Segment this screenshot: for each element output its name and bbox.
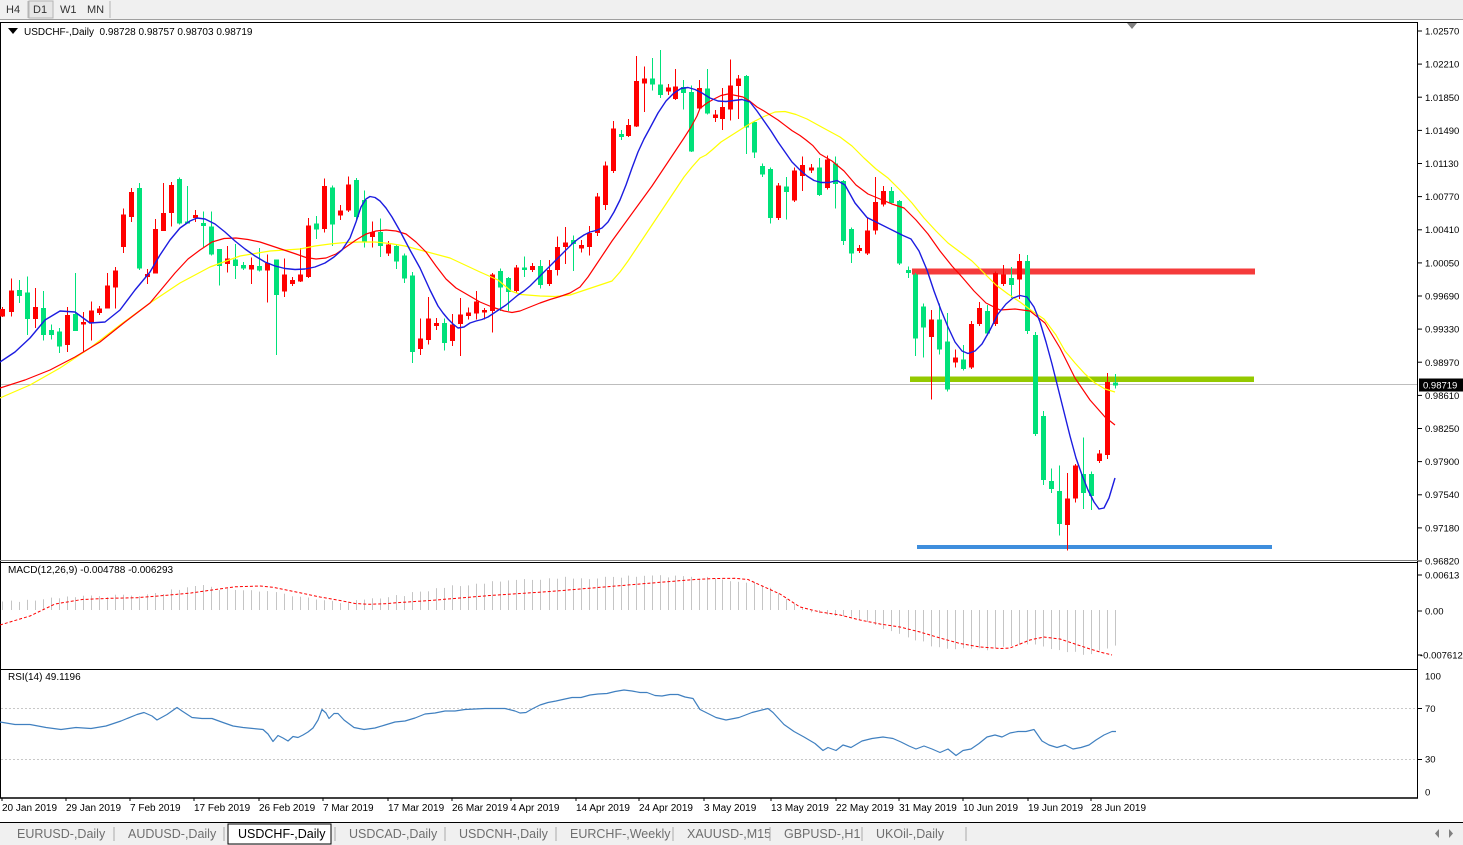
svg-text:100: 100	[1425, 672, 1441, 683]
svg-text:0.00613: 0.00613	[1425, 571, 1459, 582]
svg-text:13 May 2019: 13 May 2019	[771, 803, 829, 814]
svg-text:26 Feb 2019: 26 Feb 2019	[259, 803, 316, 814]
svg-text:17 Feb 2019: 17 Feb 2019	[194, 803, 251, 814]
svg-text:EURUSD-,Daily: EURUSD-,Daily	[17, 827, 106, 841]
svg-text:1.00770: 1.00770	[1425, 192, 1459, 203]
svg-text:1.01130: 1.01130	[1425, 159, 1459, 170]
svg-text:0.97180: 0.97180	[1425, 523, 1459, 534]
svg-text:USDCAD-,Daily: USDCAD-,Daily	[349, 827, 438, 841]
svg-text:70: 70	[1425, 704, 1436, 715]
svg-text:20 Jan 2019: 20 Jan 2019	[2, 803, 57, 814]
svg-text:31 May 2019: 31 May 2019	[899, 803, 957, 814]
svg-text:USDCNH-,Daily: USDCNH-,Daily	[459, 827, 549, 841]
svg-text:4 Apr 2019: 4 Apr 2019	[511, 803, 560, 814]
svg-text:GBPUSD-,H1: GBPUSD-,H1	[784, 827, 860, 841]
svg-text:AUDUSD-,Daily: AUDUSD-,Daily	[128, 827, 217, 841]
svg-text:0.97540: 0.97540	[1425, 490, 1459, 501]
svg-text:1.00050: 1.00050	[1425, 258, 1459, 269]
svg-text:24 Apr 2019: 24 Apr 2019	[639, 803, 693, 814]
svg-text:22 May 2019: 22 May 2019	[836, 803, 894, 814]
svg-text:1.01490: 1.01490	[1425, 126, 1459, 137]
svg-text:3 May 2019: 3 May 2019	[704, 803, 757, 814]
svg-text:0.99690: 0.99690	[1425, 292, 1459, 303]
svg-text:0.98610: 0.98610	[1425, 391, 1459, 402]
svg-text:UKOil-,Daily: UKOil-,Daily	[876, 827, 945, 841]
svg-text:30: 30	[1425, 755, 1436, 766]
svg-text:W1: W1	[60, 4, 77, 16]
svg-text:USDCHF-,Daily: USDCHF-,Daily	[238, 827, 326, 841]
svg-text:1.02210: 1.02210	[1425, 60, 1459, 71]
svg-text:0.98970: 0.98970	[1425, 358, 1459, 369]
svg-text:7 Feb 2019: 7 Feb 2019	[130, 803, 181, 814]
svg-text:MN: MN	[87, 4, 104, 16]
svg-text:0.96820: 0.96820	[1425, 557, 1459, 568]
svg-text:14 Apr 2019: 14 Apr 2019	[576, 803, 630, 814]
svg-text:10 Jun 2019: 10 Jun 2019	[963, 803, 1018, 814]
svg-text:26 Mar 2019: 26 Mar 2019	[452, 803, 509, 814]
svg-text:H4: H4	[6, 4, 20, 16]
svg-text:0.99330: 0.99330	[1425, 325, 1459, 336]
svg-text:7 Mar 2019: 7 Mar 2019	[323, 803, 374, 814]
svg-text:19 Jun 2019: 19 Jun 2019	[1028, 803, 1083, 814]
svg-text:D1: D1	[33, 4, 47, 16]
svg-text:-0.007612: -0.007612	[1420, 651, 1463, 662]
svg-text:XAUUSD-,M15: XAUUSD-,M15	[687, 827, 771, 841]
svg-text:RSI(14) 49.1196: RSI(14) 49.1196	[8, 672, 81, 683]
svg-text:EURCHF-,Weekly: EURCHF-,Weekly	[570, 827, 671, 841]
svg-text:1.00410: 1.00410	[1425, 225, 1459, 236]
svg-text:28 Jun 2019: 28 Jun 2019	[1091, 803, 1146, 814]
svg-text:USDCHF-,Daily 0.98728 0.98757: USDCHF-,Daily 0.98728 0.98757 0.98703 0.…	[24, 27, 253, 38]
svg-text:1.02570: 1.02570	[1425, 27, 1459, 38]
svg-text:0: 0	[1425, 788, 1430, 799]
svg-text:MACD(12,26,9) -0.004788 -0.006: MACD(12,26,9) -0.004788 -0.006293	[8, 565, 174, 576]
svg-text:0.00: 0.00	[1425, 607, 1444, 618]
svg-text:17 Mar 2019: 17 Mar 2019	[388, 803, 445, 814]
svg-text:0.98719: 0.98719	[1423, 381, 1457, 392]
svg-text:1.01850: 1.01850	[1425, 93, 1459, 104]
svg-text:0.98250: 0.98250	[1425, 424, 1459, 435]
svg-text:29 Jan 2019: 29 Jan 2019	[66, 803, 121, 814]
svg-text:0.97900: 0.97900	[1425, 457, 1459, 468]
